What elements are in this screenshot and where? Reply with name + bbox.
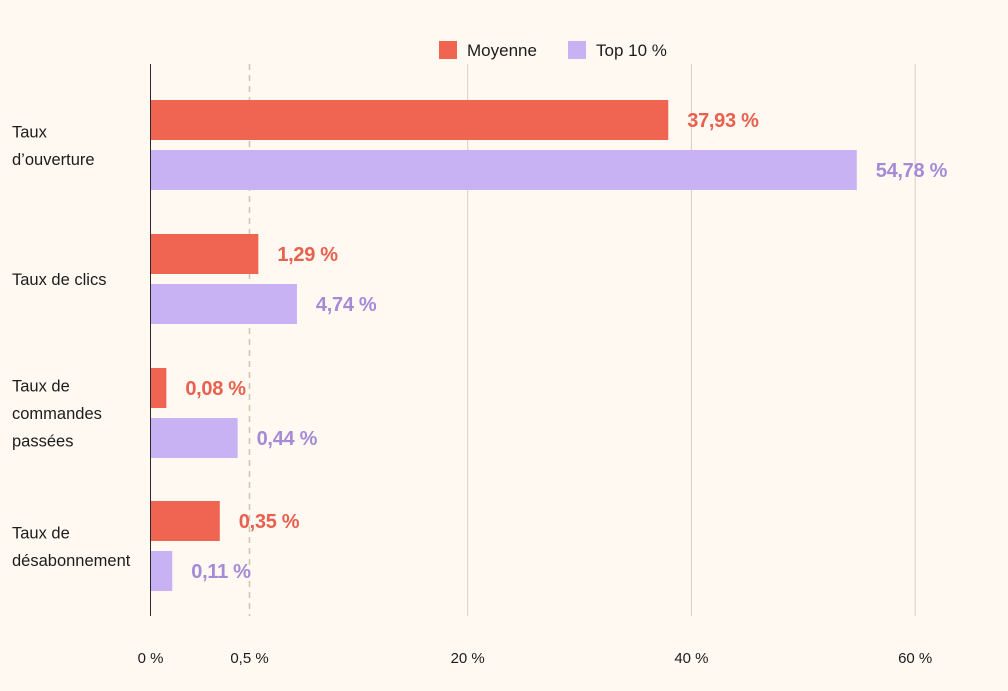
legend: Moyenne Top 10 % <box>439 41 667 60</box>
data-label: 4,74 % <box>316 294 377 316</box>
x-tick-label: 0,5 % <box>230 650 268 667</box>
x-tick-labels: 0 % 0,5 % 20 % 40 % 60 % <box>138 650 933 667</box>
value-labels: 37,93 % 54,78 % 1,29 % 4,74 % 0,08 % 0,44 % 0,… <box>185 110 948 583</box>
data-label: 0,08 % <box>185 378 246 400</box>
data-label: 54,78 % <box>876 160 948 182</box>
category-label: Taux d’ouverture <box>12 123 95 169</box>
grid-lines <box>248 64 916 616</box>
bar <box>151 100 669 140</box>
bar <box>151 150 857 190</box>
bar <box>151 234 259 274</box>
bar <box>151 551 173 591</box>
data-label: 1,29 % <box>277 244 338 266</box>
x-tick-label: 40 % <box>674 650 708 667</box>
legend-swatch <box>439 41 457 59</box>
data-label: 0,35 % <box>239 511 300 533</box>
bar <box>151 501 220 541</box>
category-label: Taux de clics <box>12 271 106 289</box>
bar <box>151 368 167 408</box>
category-labels: Taux d’ouverture Taux de clics Taux de comma… <box>12 123 131 570</box>
data-label: 0,44 % <box>257 428 318 450</box>
legend-label: Top 10 % <box>596 41 667 60</box>
legend-swatch <box>568 41 586 59</box>
data-label: 0,11 % <box>191 561 251 583</box>
data-label: 37,93 % <box>687 110 759 132</box>
bar <box>151 418 238 458</box>
category-label: Taux de commandes passées <box>12 378 102 451</box>
x-tick-label: 0 % <box>138 650 164 667</box>
x-tick-label: 20 % <box>451 650 485 667</box>
x-tick-label: 60 % <box>898 650 932 667</box>
category-label: Taux de désabonnement <box>12 524 131 570</box>
legend-label: Moyenne <box>467 41 537 60</box>
bars <box>151 100 857 591</box>
bar <box>151 284 297 324</box>
